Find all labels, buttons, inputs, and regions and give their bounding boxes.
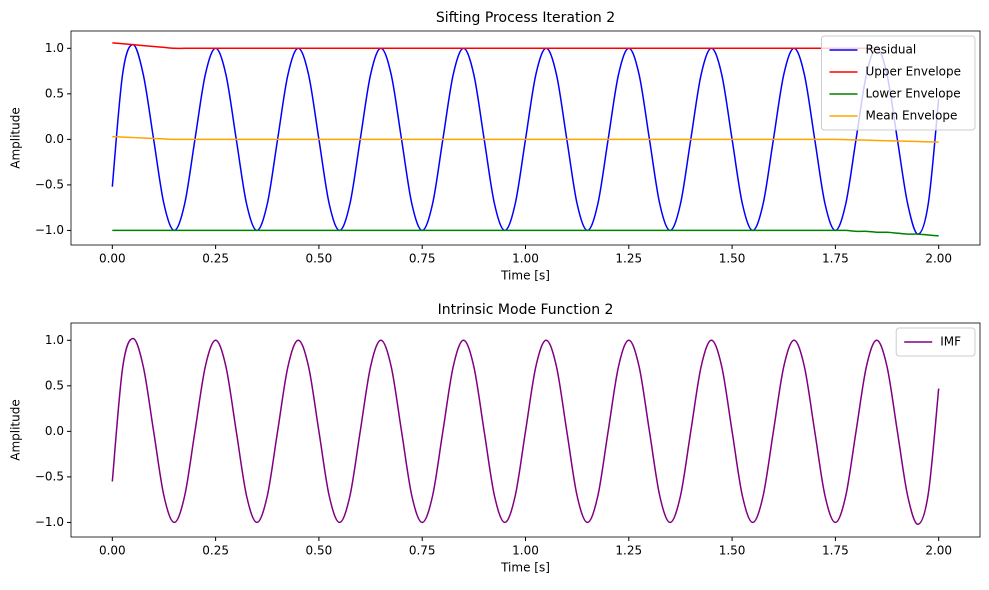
x-tick-label: 0.25 <box>202 252 229 266</box>
x-tick-label: 1.50 <box>719 252 746 266</box>
x-axis-label: Time [s] <box>500 561 550 575</box>
plot-area <box>111 337 940 525</box>
series-line <box>112 42 877 50</box>
y-tick-label: −1.0 <box>35 515 64 529</box>
y-axis-label: Amplitude <box>9 107 23 169</box>
x-tick-label: 1.00 <box>512 252 539 266</box>
legend-box <box>821 35 976 131</box>
legend-label: Upper Envelope <box>866 65 962 79</box>
x-tick-label: 0.25 <box>202 544 229 558</box>
x-tick-label: 2.00 <box>925 544 952 558</box>
legend-label: Lower Envelope <box>866 87 961 101</box>
plot-area <box>111 42 940 237</box>
x-tick-label: 1.75 <box>822 252 849 266</box>
y-tick-label: 0.5 <box>45 86 64 100</box>
x-tick-label: 0.00 <box>99 544 126 558</box>
x-tick-label: 1.25 <box>615 544 642 558</box>
y-tick-label: −0.5 <box>35 469 64 483</box>
x-tick-label: 0.50 <box>306 252 333 266</box>
y-tick-label: −1.0 <box>35 223 64 237</box>
y-tick-label: 0.0 <box>45 424 64 438</box>
x-tick-label: 1.75 <box>822 544 849 558</box>
y-axis-label: Amplitude <box>9 399 23 461</box>
y-tick-label: 0.5 <box>45 378 64 392</box>
legend-label: Mean Envelope <box>866 109 958 123</box>
y-tick-label: 1.0 <box>45 41 64 55</box>
x-tick-label: 0.50 <box>306 544 333 558</box>
legend-label: Residual <box>866 43 917 57</box>
x-tick-label: 1.50 <box>719 544 746 558</box>
series-line <box>112 229 939 237</box>
x-tick-label: 2.00 <box>925 252 952 266</box>
x-axis-label: Time [s] <box>500 269 550 283</box>
x-tick-label: 1.25 <box>615 252 642 266</box>
legend-label: IMF <box>940 335 961 349</box>
x-tick-label: 0.75 <box>409 252 436 266</box>
legend-box <box>895 327 976 357</box>
chart-title: Sifting Process Iteration 2 <box>436 10 615 26</box>
y-tick-label: 1.0 <box>45 333 64 347</box>
y-tick-label: −0.5 <box>35 177 64 191</box>
series-line <box>112 135 939 143</box>
subplot: 0.00 0.25 0.50 0.75 1.00 1.25 1.50 1.75 2.00 −1.0… <box>9 302 981 575</box>
chart-title: Intrinsic Mode Function 2 <box>438 302 614 318</box>
legend: Residual Upper Envelope Lower Envelope Mean… <box>821 35 976 131</box>
legend: IMF <box>895 327 976 357</box>
subplot: 0.00 0.25 0.50 0.75 1.00 1.25 1.50 1.75 2.00 −1.0… <box>9 10 981 283</box>
x-tick-label: 0.75 <box>409 544 436 558</box>
series-line <box>111 337 940 525</box>
x-tick-label: 0.00 <box>99 252 126 266</box>
y-tick-label: 0.0 <box>45 132 64 146</box>
x-tick-label: 1.00 <box>512 544 539 558</box>
